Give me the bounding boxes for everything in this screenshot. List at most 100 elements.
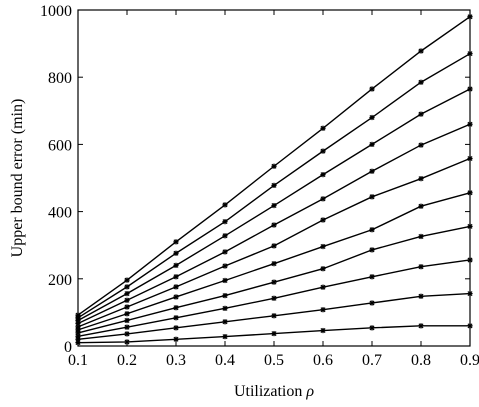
data-point-marker (418, 48, 424, 54)
y-tick-label: 800 (48, 70, 72, 87)
data-point-marker (320, 327, 326, 334)
data-point-marker (418, 79, 424, 85)
data-point-marker (271, 202, 277, 209)
data-point-marker (369, 168, 375, 174)
data-point-marker (320, 125, 326, 131)
data-point-marker (467, 121, 473, 127)
data-point-marker (418, 203, 424, 209)
data-point-marker (173, 250, 179, 256)
series-5 (75, 190, 473, 333)
data-point-marker (124, 304, 130, 310)
x-axis-title-symbol: ρ (305, 383, 314, 400)
data-point-marker (222, 233, 228, 239)
data-point-marker (222, 319, 228, 325)
data-point-marker (467, 190, 473, 196)
data-point-marker (271, 163, 277, 169)
series-2 (75, 290, 473, 342)
series-4 (75, 223, 473, 336)
data-point-marker (467, 323, 473, 329)
data-point-marker (320, 172, 326, 178)
series-layer (75, 14, 473, 346)
data-point-marker (222, 202, 228, 208)
tick-layer: 0.1 0.2 0.3 0.4 0.5 0.6 0.7 0.8 0.9 0 200 400 600 800… (40, 3, 479, 369)
data-point-marker (467, 257, 473, 263)
data-point-marker (222, 333, 228, 340)
series-1 (75, 323, 473, 346)
data-point-marker (271, 261, 277, 267)
y-tick-label: 1000 (40, 3, 72, 20)
data-point-marker (173, 305, 179, 311)
data-point-marker (271, 330, 277, 337)
data-point-marker (271, 243, 277, 249)
series-7 (75, 121, 473, 327)
data-point-marker (467, 51, 473, 57)
data-point-marker (369, 141, 375, 147)
y-tick-label: 400 (48, 205, 72, 222)
data-point-marker (124, 331, 130, 337)
y-tick-label: 200 (48, 272, 72, 289)
data-point-marker (320, 284, 326, 290)
x-tick-label: 0.5 (264, 352, 284, 369)
data-point-marker (369, 274, 375, 280)
data-point-marker (222, 219, 228, 225)
series-10 (75, 14, 473, 318)
data-point-marker (369, 194, 375, 200)
data-point-marker (467, 223, 473, 229)
x-tick-label: 0.1 (68, 352, 88, 369)
data-point-marker (271, 313, 277, 319)
data-point-marker (173, 325, 179, 331)
y-axis-title: Upper bound error (min) (9, 99, 26, 258)
data-point-marker (173, 239, 179, 245)
data-point-marker (124, 311, 130, 317)
data-point-marker (222, 263, 228, 269)
data-point-marker (222, 305, 228, 311)
data-point-marker (173, 294, 179, 300)
data-point-marker (124, 317, 130, 324)
data-point-marker (124, 290, 130, 297)
data-point-marker (124, 277, 130, 283)
data-point-marker (418, 293, 424, 299)
data-point-marker (418, 142, 424, 148)
data-point-marker (418, 111, 424, 117)
data-point-marker (320, 243, 326, 250)
data-point-marker (75, 312, 81, 318)
data-point-marker (418, 233, 424, 240)
data-point-marker (271, 182, 277, 188)
x-tick-label: 0.7 (362, 352, 382, 369)
data-point-marker (320, 217, 326, 223)
y-tick-label: 600 (48, 137, 72, 154)
data-point-marker (124, 297, 130, 303)
data-point-marker (369, 300, 375, 306)
data-point-marker (271, 222, 277, 228)
data-point-marker (467, 86, 473, 92)
data-point-marker (271, 295, 277, 301)
x-tick-label: 0.4 (215, 352, 235, 369)
y-tick-label: 0 (64, 339, 72, 356)
data-point-marker (320, 307, 326, 313)
x-tick-label: 0.9 (460, 352, 479, 369)
data-point-marker (369, 86, 375, 92)
series-9 (75, 51, 473, 321)
data-point-marker (369, 325, 375, 331)
data-point-marker (222, 293, 228, 299)
data-point-marker (271, 279, 277, 285)
data-point-marker (369, 247, 375, 253)
data-point-marker (222, 249, 228, 255)
data-point-marker (369, 227, 375, 233)
data-point-marker (124, 324, 130, 330)
data-point-marker (173, 284, 179, 290)
x-tick-label: 0.6 (313, 352, 333, 369)
data-point-marker (467, 290, 473, 297)
series-8 (75, 86, 473, 324)
x-tick-label: 0.8 (411, 352, 431, 369)
series-6 (75, 155, 473, 330)
data-point-marker (320, 266, 326, 272)
data-point-marker (320, 148, 326, 154)
series-3 (75, 257, 473, 339)
x-axis-title: Utilization ρ (234, 383, 314, 400)
x-axis-title-text: Utilization (234, 383, 302, 400)
data-point-marker (173, 262, 179, 268)
data-point-marker (320, 196, 326, 202)
data-point-marker (467, 155, 473, 162)
